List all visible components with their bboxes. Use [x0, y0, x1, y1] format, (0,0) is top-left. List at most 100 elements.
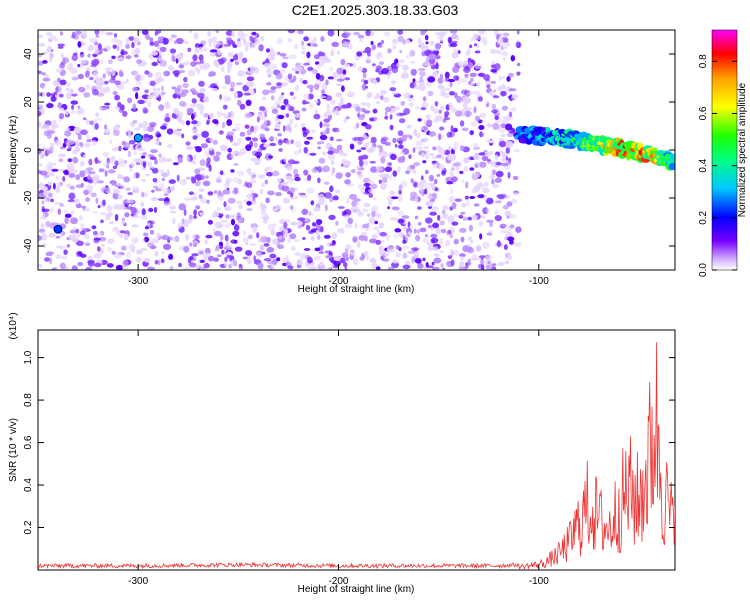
- noise-cell: [168, 179, 176, 184]
- noise-cell: [270, 95, 275, 101]
- noise-cell: [439, 220, 445, 226]
- noise-cell: [457, 50, 461, 54]
- noise-cell: [85, 141, 90, 149]
- noise-cell: [451, 52, 459, 59]
- noise-cell: [213, 257, 219, 262]
- noise-cell: [474, 172, 481, 178]
- y-tick-label: 0.8: [23, 393, 34, 407]
- noise-cell: [113, 129, 120, 136]
- noise-cell: [367, 213, 370, 217]
- noise-cell: [441, 209, 446, 214]
- noise-cell: [168, 253, 174, 260]
- noise-cell: [463, 66, 471, 74]
- noise-cell: [274, 204, 282, 210]
- noise-cell: [246, 257, 252, 265]
- noise-cell: [221, 121, 226, 129]
- noise-cell: [307, 66, 314, 71]
- noise-cell: [448, 104, 455, 110]
- noise-cell: [236, 200, 243, 204]
- noise-cell: [191, 177, 197, 184]
- noise-cell: [454, 250, 459, 256]
- noise-cell: [278, 148, 283, 152]
- noise-cell: [161, 177, 166, 182]
- noise-cell: [468, 80, 472, 85]
- noise-cell: [169, 265, 174, 270]
- noise-cell: [263, 109, 268, 114]
- noise-cell: [301, 45, 306, 51]
- noise-cell: [131, 41, 135, 49]
- noise-cell: [336, 67, 344, 75]
- noise-cell: [319, 74, 325, 82]
- noise-cell: [320, 36, 325, 42]
- noise-cell: [130, 246, 136, 253]
- noise-cell: [48, 165, 53, 171]
- noise-cell: [401, 253, 409, 259]
- noise-cell: [212, 227, 216, 234]
- noise-cell: [354, 222, 358, 229]
- noise-cell: [425, 41, 429, 45]
- noise-cell: [93, 253, 102, 259]
- noise-cell: [260, 36, 265, 42]
- noise-cell: [305, 224, 311, 231]
- noise-cell: [109, 157, 115, 164]
- noise-cell: [450, 125, 454, 133]
- noise-cell: [476, 42, 479, 49]
- noise-cell: [405, 55, 410, 59]
- noise-cell: [193, 146, 202, 149]
- noise-cell: [323, 181, 330, 185]
- noise-cell: [444, 71, 450, 79]
- noise-cell: [482, 74, 491, 81]
- noise-cell: [372, 226, 380, 231]
- noise-cell: [375, 213, 382, 219]
- noise-cell: [407, 250, 416, 254]
- noise-cell: [85, 118, 90, 126]
- noise-cell: [111, 147, 119, 152]
- noise-cell: [55, 254, 61, 260]
- colorbar-ticks: 0.00.20.40.60.8: [698, 54, 737, 277]
- noise-cell: [479, 259, 485, 265]
- noise-cell: [308, 230, 314, 235]
- noise-cell: [436, 161, 440, 169]
- noise-cell: [58, 153, 66, 158]
- noise-cell: [363, 202, 371, 208]
- noise-cell: [345, 116, 350, 120]
- noise-cell: [313, 255, 321, 261]
- noise-cell: [282, 56, 289, 60]
- noise-cell: [93, 237, 101, 241]
- noise-cell: [313, 113, 321, 120]
- noise-cell: [430, 237, 439, 244]
- noise-cell: [363, 110, 371, 114]
- noise-cell: [38, 163, 43, 167]
- noise-cell: [435, 32, 439, 36]
- noise-cell: [151, 166, 155, 170]
- noise-cell: [432, 146, 437, 151]
- noise-cell: [466, 48, 471, 55]
- colorbar-tick-label: 0.2: [698, 210, 709, 224]
- noise-cell: [154, 159, 158, 165]
- noise-cell: [459, 227, 467, 233]
- noise-cell: [422, 160, 427, 164]
- noise-cell: [276, 257, 281, 262]
- noise-cell: [495, 162, 502, 166]
- noise-cell: [435, 227, 442, 235]
- noise-cell: [424, 169, 429, 175]
- noise-cell: [122, 259, 129, 267]
- noise-cell: [288, 159, 296, 165]
- noise-cell: [327, 266, 332, 270]
- noise-cell: [311, 167, 318, 174]
- noise-cell: [384, 115, 389, 120]
- noise-cell: [343, 117, 348, 124]
- noise-cell: [290, 139, 294, 145]
- snr-x-label: Height of straight line (km): [298, 584, 415, 595]
- noise-cell: [214, 230, 222, 237]
- noise-cell: [213, 190, 218, 194]
- noise-cell: [259, 106, 266, 111]
- noise-cell: [510, 198, 518, 204]
- noise-cell: [424, 234, 429, 238]
- noise-cell: [223, 201, 227, 208]
- noise-cell: [195, 61, 201, 65]
- noise-cell: [439, 126, 445, 131]
- noise-cell: [397, 218, 405, 224]
- noise-cell: [473, 142, 479, 148]
